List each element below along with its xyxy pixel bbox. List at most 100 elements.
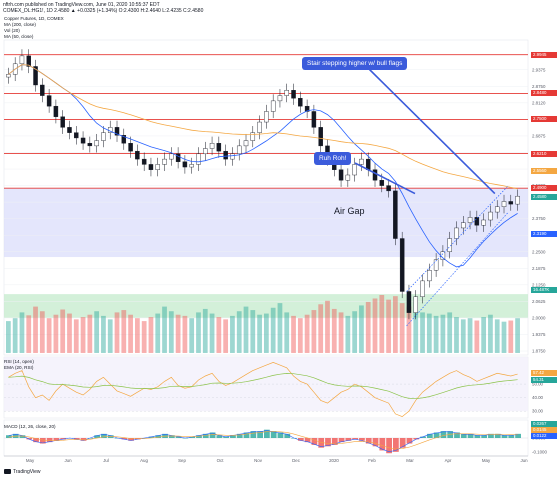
- candle-body: [257, 121, 262, 133]
- ma50-label[interactable]: MA (50, close): [4, 34, 34, 39]
- price-label: 2.7500: [531, 116, 557, 123]
- macd-hist-bar: [94, 435, 101, 438]
- candle-body: [203, 148, 208, 155]
- macd-hist-bar: [33, 438, 39, 443]
- macd-hist-bar: [372, 438, 379, 447]
- flag-channel-low: [406, 211, 509, 327]
- candle-body: [189, 164, 194, 168]
- candle-body: [454, 227, 459, 239]
- volume-bar: [189, 318, 195, 353]
- ma50-line: [8, 64, 518, 268]
- candle-body: [141, 158, 147, 165]
- candle-body: [508, 201, 514, 205]
- macd-hist-bar: [155, 435, 162, 438]
- volume-bar: [168, 311, 174, 353]
- candle-body: [277, 95, 283, 102]
- candle-body: [284, 90, 289, 96]
- volume-bar: [460, 319, 466, 353]
- rsi-tick-label: 30.00: [532, 409, 544, 414]
- volume-bar: [26, 315, 32, 353]
- volume-bar: [236, 311, 242, 353]
- macd-hist-bar: [73, 438, 80, 440]
- candle-body: [155, 164, 160, 170]
- price-tick-label: 2.0625: [532, 299, 546, 304]
- macd-hist-bar: [338, 438, 345, 443]
- volume-bar: [155, 313, 161, 353]
- volume-bar: [19, 312, 25, 353]
- price-label: 16.487K: [531, 287, 557, 293]
- candle-body: [53, 105, 59, 117]
- rsi-line: [8, 362, 518, 418]
- volume-bar: [33, 306, 38, 353]
- macd-hist-bar: [168, 435, 175, 438]
- volume-bar: [216, 317, 222, 353]
- volume-bar: [359, 305, 364, 353]
- volume-bar: [284, 312, 290, 353]
- rsi-ema-line: [8, 373, 518, 400]
- macd-tick-label: -0.1000: [532, 449, 547, 454]
- candle-body: [236, 145, 242, 155]
- candle-body: [494, 206, 500, 213]
- volume-bar: [413, 310, 419, 353]
- rsi-value-label: 57.42: [531, 370, 557, 376]
- macd-hist-bar: [6, 435, 12, 438]
- macd-hist-bar: [189, 436, 196, 438]
- vol-label[interactable]: Vol (20): [4, 28, 20, 33]
- candle-body: [298, 98, 303, 107]
- macd-hist-bar: [488, 433, 494, 438]
- date-tick-label: Jun: [520, 458, 528, 463]
- macd-hist-bar: [257, 431, 263, 438]
- price-tick-label: 2.1875: [532, 266, 546, 271]
- macd-line: [8, 430, 518, 453]
- candle-body: [515, 195, 520, 205]
- macd-hist-bar: [202, 433, 209, 438]
- volume-bar: [297, 318, 303, 353]
- tradingview-logo[interactable]: TradingView: [4, 469, 41, 475]
- volume-bar: [243, 306, 249, 353]
- candle-body: [19, 55, 25, 65]
- macd-hist-bar: [352, 438, 359, 440]
- date-tick-label: Sep: [178, 458, 186, 463]
- ruh-pointer: [354, 162, 416, 195]
- price-label: 2.3190: [531, 230, 557, 237]
- candle-body: [359, 158, 364, 165]
- price-tick-label: 2.2500: [532, 249, 546, 254]
- macd-signal-line: [8, 431, 518, 450]
- volume-bar: [488, 314, 493, 353]
- volume-bar: [121, 310, 127, 353]
- volume-bar: [352, 311, 358, 353]
- macd-hist-bar: [128, 438, 134, 441]
- rsi-label[interactable]: RSI (14, open): [4, 359, 34, 364]
- volume-bar: [501, 321, 507, 353]
- volume-bar: [101, 315, 106, 353]
- volume-bar: [250, 310, 256, 353]
- macd-value-label: 0.0122: [531, 433, 557, 439]
- macd-hist-bar: [101, 433, 107, 438]
- chart-title: Copper Futures, 1D, COMEX: [4, 16, 64, 21]
- macd-hist-bar: [107, 435, 114, 438]
- rsi-tick-label: 50.00: [532, 382, 544, 387]
- date-tick-label: Jun: [64, 458, 72, 463]
- candle-body: [60, 116, 65, 128]
- volume-bar: [447, 312, 453, 353]
- volume-bar: [94, 311, 100, 353]
- macd-hist-bar: [250, 431, 257, 438]
- candle-body: [250, 132, 256, 141]
- candle-body: [175, 153, 181, 162]
- volume-bar: [331, 308, 337, 353]
- macd-hist-bar: [39, 438, 46, 444]
- volume-bar: [270, 307, 276, 353]
- macd-hist-bar: [515, 433, 521, 438]
- candle-body: [74, 132, 79, 139]
- candle-body: [447, 238, 452, 252]
- ema-label[interactable]: EMA (20, RSI): [4, 365, 34, 370]
- candle-body: [433, 259, 439, 271]
- volume-bar: [162, 306, 167, 353]
- macd-label[interactable]: MACD (12, 26, close, 20): [4, 424, 56, 429]
- ma200-label[interactable]: MA (200, close): [4, 22, 36, 27]
- price-tick-label: 2.8120: [532, 100, 546, 105]
- volume-bar: [67, 313, 72, 353]
- candle-body: [209, 143, 215, 149]
- price-label: 2.8480: [531, 90, 557, 97]
- volume-bar: [508, 320, 514, 353]
